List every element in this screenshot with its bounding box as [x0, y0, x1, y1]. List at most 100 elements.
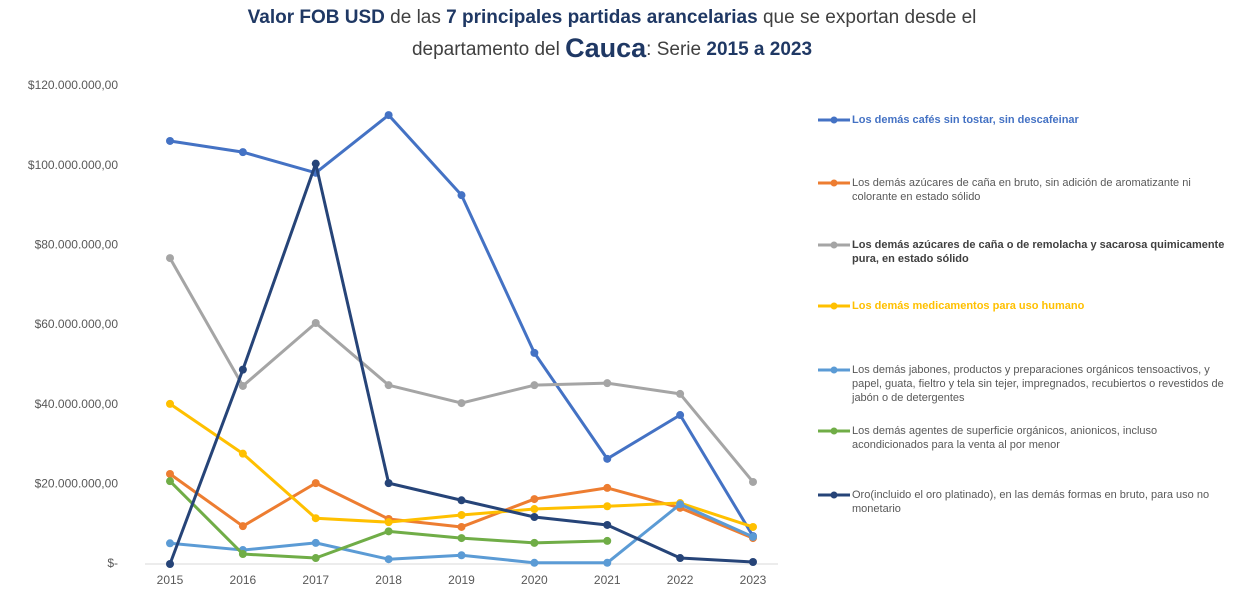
legend-item: Los demás agentes de superficie orgánico… [818, 424, 1228, 452]
data-point [238, 365, 247, 374]
legend-item: Los demás jabones, productos y preparaci… [818, 363, 1228, 405]
data-point [530, 495, 539, 504]
legend-swatch [818, 176, 852, 190]
data-point [530, 505, 539, 514]
data-point [238, 550, 247, 559]
y-tick-label: $80.000.000,00 [35, 238, 119, 252]
data-point [530, 512, 539, 521]
data-point [238, 381, 247, 390]
legend-item: Los demás azúcares de caña en bruto, sin… [818, 176, 1228, 204]
data-point [238, 522, 247, 531]
legend-swatch [818, 238, 852, 252]
data-point [603, 379, 612, 388]
data-point [457, 191, 466, 200]
data-point [749, 558, 757, 567]
data-point [166, 477, 174, 486]
legend-label: Los demás medicamentos para uso humano [852, 300, 1085, 312]
title-run: 2015 a 2023 [706, 39, 812, 60]
title-run: 7 principales partidas arancelarias [446, 7, 758, 28]
y-tick-label: $100.000.000,00 [28, 158, 118, 172]
x-tick-label: 2021 [594, 573, 621, 587]
data-point [603, 483, 612, 492]
data-point [238, 148, 247, 157]
legend-label: Oro(incluido el oro platinado), en las d… [852, 489, 1210, 515]
data-point [384, 518, 393, 527]
data-point [530, 381, 539, 390]
legend-swatch [818, 363, 852, 377]
data-point [166, 254, 174, 263]
title-run: de las [385, 7, 446, 28]
title-run: departamento del [412, 39, 565, 60]
data-point [676, 554, 685, 563]
data-point [311, 159, 320, 168]
legend-swatch [818, 424, 852, 438]
data-point [311, 514, 320, 523]
data-point [166, 539, 174, 548]
x-tick-label: 2017 [302, 573, 329, 587]
data-point [457, 551, 466, 560]
y-tick-label: $60.000.000,00 [35, 317, 119, 331]
legend-item: Los demás cafés sin tostar, sin descafei… [818, 113, 1228, 127]
y-tick-label: $120.000.000,00 [28, 78, 118, 92]
x-tick-label: 2022 [667, 573, 694, 587]
data-point [749, 522, 757, 531]
legend-label: Los demás cafés sin tostar, sin descafei… [852, 114, 1079, 126]
legend-label: Los demás agentes de superficie orgánico… [852, 425, 1158, 451]
x-tick-label: 2019 [448, 573, 475, 587]
title-run: : Serie [646, 39, 706, 60]
data-point [384, 555, 393, 564]
title-run: Valor FOB USD [248, 7, 385, 28]
data-point [603, 558, 612, 567]
data-point [457, 522, 466, 531]
data-point [749, 532, 757, 541]
data-point [311, 319, 320, 328]
series-line [168, 257, 755, 483]
data-point [166, 399, 174, 408]
data-point [166, 560, 174, 568]
data-point [311, 538, 320, 547]
x-tick-label: 2023 [740, 573, 767, 587]
x-tick-label: 2015 [157, 573, 184, 587]
data-point [530, 348, 539, 357]
data-point [166, 136, 174, 145]
data-point [457, 399, 466, 408]
data-point [238, 449, 247, 458]
y-tick-label: $20.000.000,00 [35, 477, 119, 491]
data-point [166, 469, 174, 478]
data-point [603, 454, 612, 463]
x-tick-label: 2018 [375, 573, 402, 587]
data-point [384, 381, 393, 390]
chart-title: Valor FOB USD de las 7 principales parti… [248, 7, 977, 28]
data-point [384, 479, 393, 488]
x-tick-label: 2020 [521, 573, 548, 587]
data-point [311, 554, 320, 563]
legend-swatch [818, 299, 852, 313]
chart-title: departamento del Cauca: Serie 2015 a 202… [412, 33, 812, 63]
data-point [457, 534, 466, 543]
data-point [676, 411, 685, 420]
data-point [384, 111, 393, 120]
data-point [603, 502, 612, 511]
data-point [311, 479, 320, 488]
title-run: Cauca [565, 33, 647, 63]
data-point [530, 558, 539, 567]
y-tick-label: $40.000.000,00 [35, 397, 119, 411]
legend-label: Los demás jabones, productos y preparaci… [852, 364, 1224, 404]
data-point [457, 496, 466, 505]
x-tick-label: 2016 [230, 573, 257, 587]
legend-item: Los demás medicamentos para uso humano [818, 299, 1228, 313]
data-point [749, 477, 757, 486]
data-point [457, 511, 466, 520]
title-run: que se exportan desde el [758, 7, 977, 28]
data-point [676, 500, 685, 509]
legend-label: Los demás azúcares de caña o de remolach… [852, 239, 1225, 265]
legend-item: Los demás azúcares de caña o de remolach… [818, 238, 1228, 266]
data-point [603, 520, 612, 529]
data-point [603, 536, 612, 545]
legend-swatch [818, 113, 852, 127]
legend-item: Oro(incluido el oro platinado), en las d… [818, 488, 1228, 516]
data-point [384, 527, 393, 536]
data-point [676, 389, 685, 398]
